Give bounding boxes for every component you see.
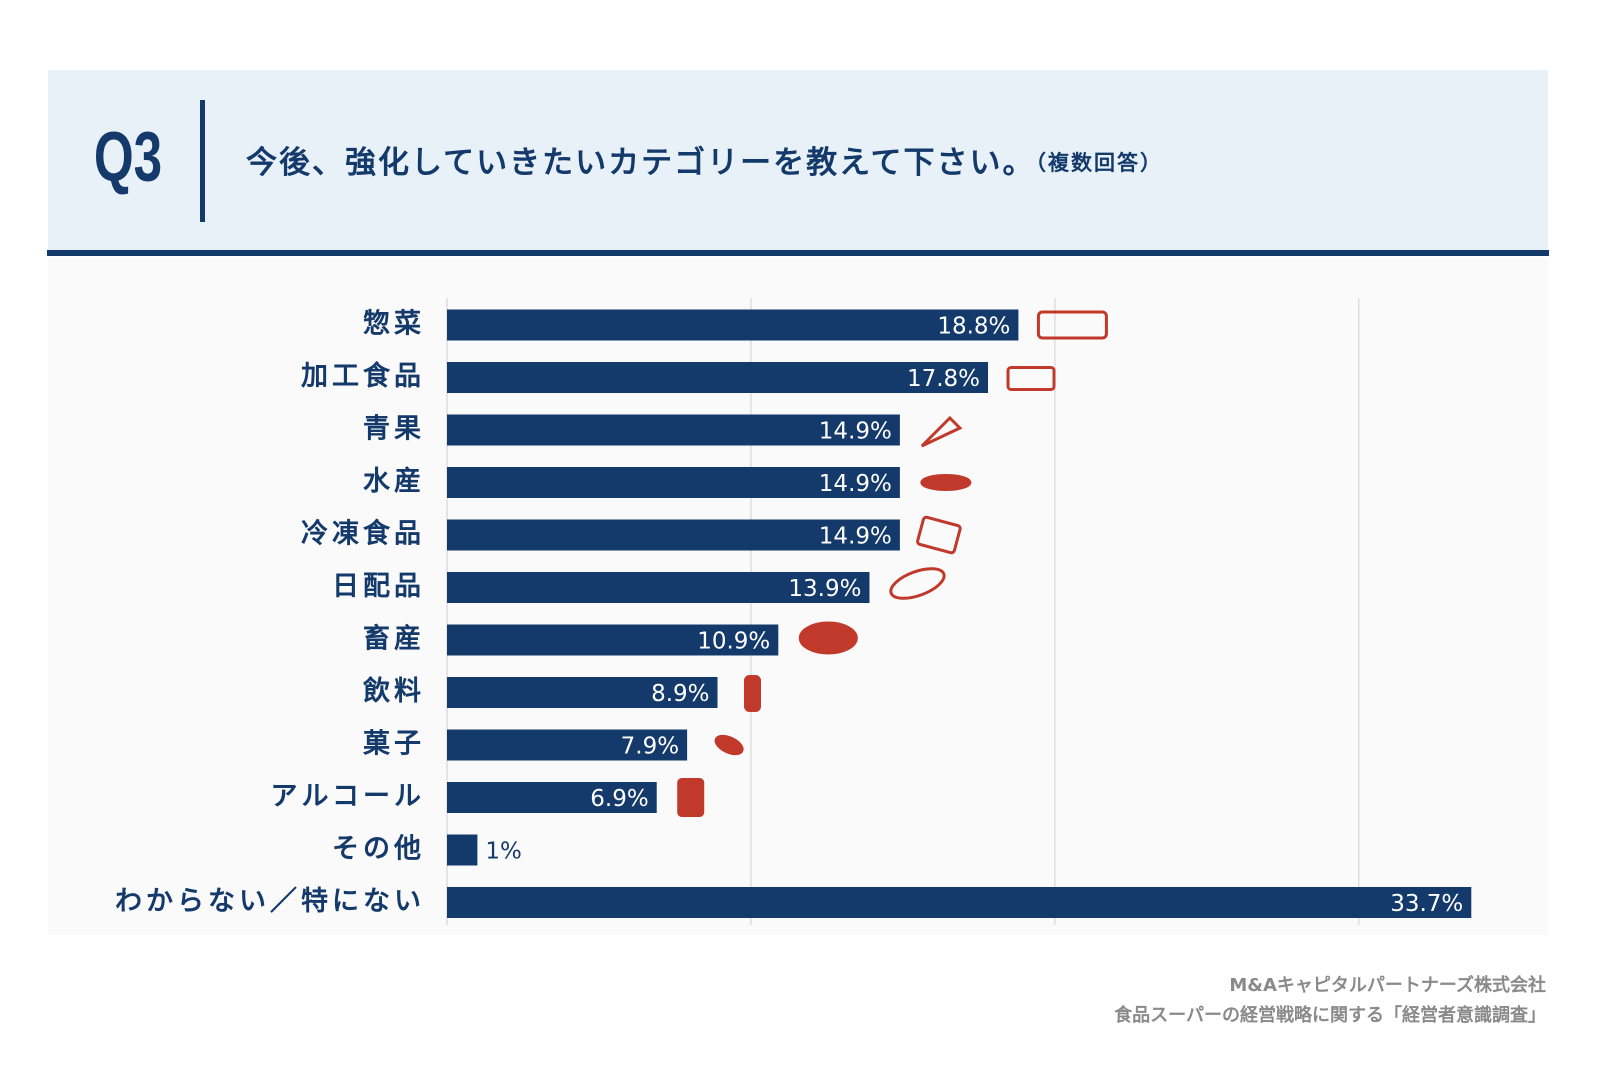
value-label: 14.9% [819,524,892,550]
icon-shape [798,621,858,655]
icon-shape [1036,310,1108,340]
category-label: 水産 [363,465,425,497]
category-label: 日配品 [332,571,425,602]
value-label: 14.9% [819,471,892,497]
value-label: 7.9% [621,734,679,760]
value-label: 14.9% [819,419,892,445]
category-icon [1036,310,1108,340]
value-label: 1% [485,839,522,865]
value-label: 8.9% [651,681,709,707]
category-label: 畜産 [363,623,425,655]
footer-source: 食品スーパーの経営戦略に関する「経営者意識調査」 [1113,1004,1546,1026]
category-icon [677,778,705,817]
question: 今後、強化していきたいカテゴリーを教えて下さい。 [246,145,1036,181]
category-icon [916,515,962,555]
value-label: 10.9% [697,629,770,655]
footer-company: M&Aキャピタルパートナーズ株式会社 [1229,974,1546,996]
category-label: 飲料 [362,675,425,707]
icon-shape [889,567,946,600]
header-rule [47,250,1549,256]
header-bg [48,70,1548,252]
bar [447,362,989,393]
icon-shape [916,515,962,555]
category-icon [798,621,858,655]
bar [447,782,657,813]
bar [447,834,478,866]
bar [447,624,779,656]
header-divider [200,100,205,222]
value-label: 17.8% [907,366,980,392]
category-label: 青果 [363,414,425,445]
icon-shape [920,474,972,491]
category-label: その他 [332,834,425,865]
value-label: 13.9% [788,576,861,602]
icon-shape [714,734,744,756]
icon-shape [920,415,963,448]
category-icon [744,675,762,712]
question-number: Q3 [94,118,162,197]
icon-shape [677,778,705,817]
category-icon [714,734,744,756]
value-label: 6.9% [590,786,648,812]
category-label: 冷凍食品 [301,518,425,550]
category-icon [1006,366,1056,391]
question-note: （複数回答） [1036,151,1164,175]
bar [447,519,900,551]
bar [447,467,900,498]
icon-shape [744,675,762,712]
bar [447,414,900,446]
bar [447,677,718,708]
category-icon [920,415,963,448]
bar [447,887,1472,918]
category-label: アルコール [271,781,425,812]
icon-shape [1006,366,1056,391]
category-icon [889,567,946,600]
value-label: 18.8% [937,314,1010,340]
bar [447,729,688,761]
category-label: 菓子 [362,729,425,760]
value-label: 33.7% [1390,891,1463,917]
bar [447,309,1019,341]
bar [447,572,870,603]
category-label: 加工食品 [301,360,425,392]
category-label: わからない／特にない [115,886,425,917]
question-text: 今後、強化していきたいカテゴリーを教えて下さい。（複数回答） [246,145,1163,181]
category-icon [920,474,972,491]
category-label: 惣菜 [363,309,425,340]
